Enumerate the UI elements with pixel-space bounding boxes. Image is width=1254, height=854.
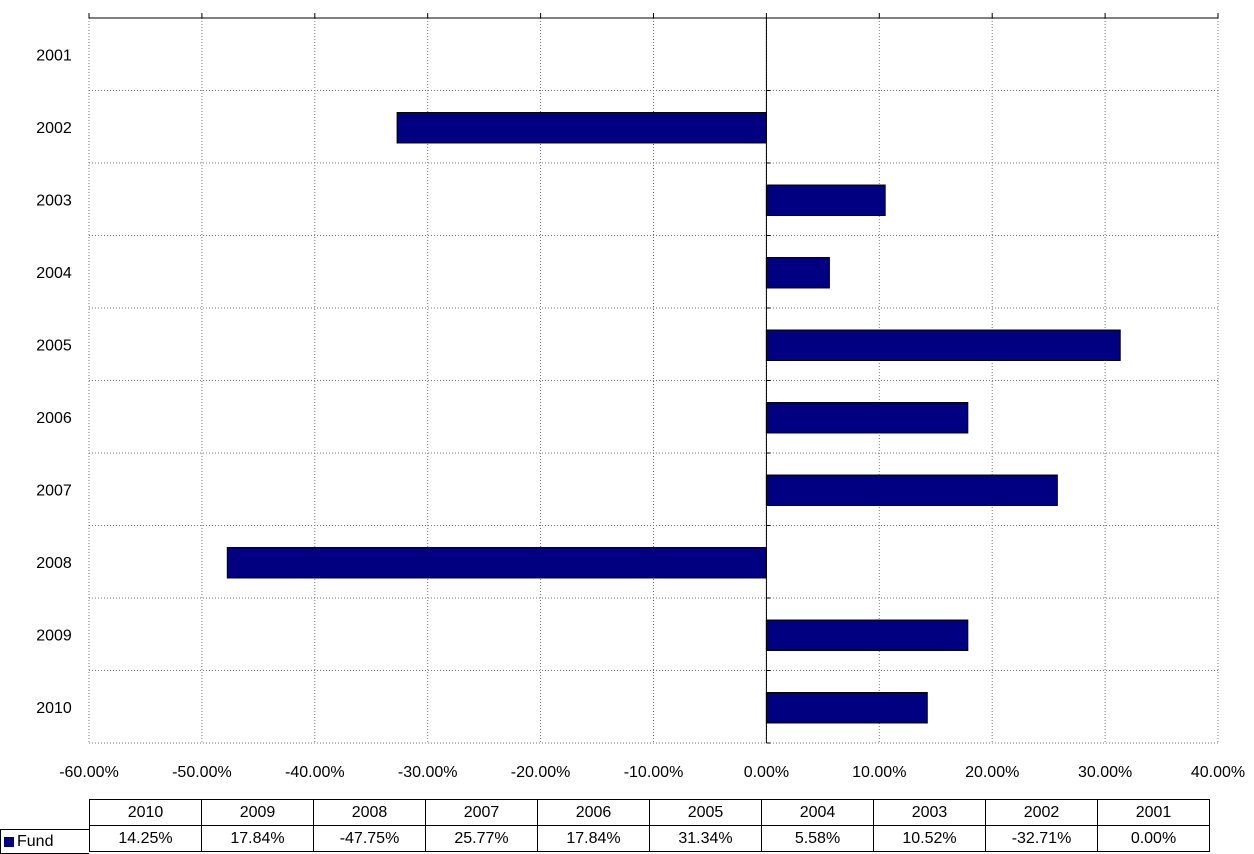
data-table-header-cell: 2001: [1097, 799, 1210, 826]
bar: [226, 547, 767, 579]
data-table-header-cell: 2010: [89, 799, 202, 826]
label-layer: -60.00% -50.00% -40.00% -30.00% -20.00% -10.0…: [36, 47, 1245, 781]
data-table-header-cell: 2003: [873, 799, 986, 826]
category-label: 2010: [36, 700, 72, 717]
bar-chart: -60.00% -50.00% -40.00% -30.00% -20.00% -10.0…: [36, 13, 1245, 781]
x-tick-label: -20.00%: [511, 764, 571, 781]
data-table-value-cell: 25.77%: [425, 825, 538, 852]
bar: [765, 402, 969, 434]
bar: [765, 692, 928, 724]
category-label: 2004: [36, 265, 72, 282]
bar: [765, 329, 1121, 361]
data-table-value-cell: 0.00%: [1097, 825, 1210, 852]
x-tick-label: 40.00%: [1191, 764, 1245, 781]
x-tick-label: 10.00%: [852, 764, 906, 781]
data-table-value-row: 14.25% 17.84% -47.75% 25.77% 17.84% 31.34% 5.5…: [89, 825, 1210, 852]
bar: [765, 619, 969, 651]
data-table-header-cell: 2007: [425, 799, 538, 826]
data-table-header-cell: 2006: [537, 799, 650, 826]
data-table-value-cell: 31.34%: [649, 825, 762, 852]
x-tick-label: -30.00%: [398, 764, 458, 781]
legend-entry-fund: Fund: [0, 829, 89, 854]
bar: [765, 257, 830, 289]
bar: [765, 184, 886, 216]
x-tick-label: -60.00%: [59, 764, 119, 781]
legend-label: Fund: [17, 833, 54, 850]
data-table-value-cell: 14.25%: [89, 825, 202, 852]
data-table-header-cell: 2002: [985, 799, 1098, 826]
category-label: 2002: [36, 120, 72, 137]
data-table-header-row: 2010 2009 2008 2007 2006 2005 2004 2003 2002 2001: [89, 799, 1210, 826]
bar: [765, 474, 1058, 506]
category-label: 2006: [36, 410, 72, 427]
category-label: 2005: [36, 337, 72, 354]
x-tick-label: 30.00%: [1078, 764, 1132, 781]
data-table-value-cell: -32.71%: [985, 825, 1098, 852]
x-tick-label: -50.00%: [172, 764, 232, 781]
data-table-value-cell: 10.52%: [873, 825, 986, 852]
data-table-value-cell: 5.58%: [761, 825, 874, 852]
x-tick-label: 0.00%: [744, 764, 789, 781]
data-table-header-cell: 2004: [761, 799, 874, 826]
bar: [396, 112, 767, 144]
category-label: 2008: [36, 555, 72, 572]
data-table-value-cell: 17.84%: [201, 825, 314, 852]
data-table-header-cell: 2009: [201, 799, 314, 826]
data-table-header-cell: 2008: [313, 799, 426, 826]
category-label: 2003: [36, 192, 72, 209]
bars-layer: [226, 112, 1121, 724]
category-label: 2001: [36, 47, 72, 64]
legend-swatch: [4, 837, 14, 847]
data-table-value-cell: -47.75%: [313, 825, 426, 852]
data-table: 2010 2009 2008 2007 2006 2005 2004 2003 2002 2001…: [89, 799, 1210, 852]
axis-layer: [88, 13, 1219, 744]
data-table-header-cell: 2005: [649, 799, 762, 826]
category-label: 2007: [36, 482, 72, 499]
data-table-value-cell: 17.84%: [537, 825, 650, 852]
x-tick-label: -10.00%: [624, 764, 684, 781]
x-tick-label: -40.00%: [285, 764, 345, 781]
category-label: 2009: [36, 627, 72, 644]
x-tick-label: 20.00%: [965, 764, 1019, 781]
